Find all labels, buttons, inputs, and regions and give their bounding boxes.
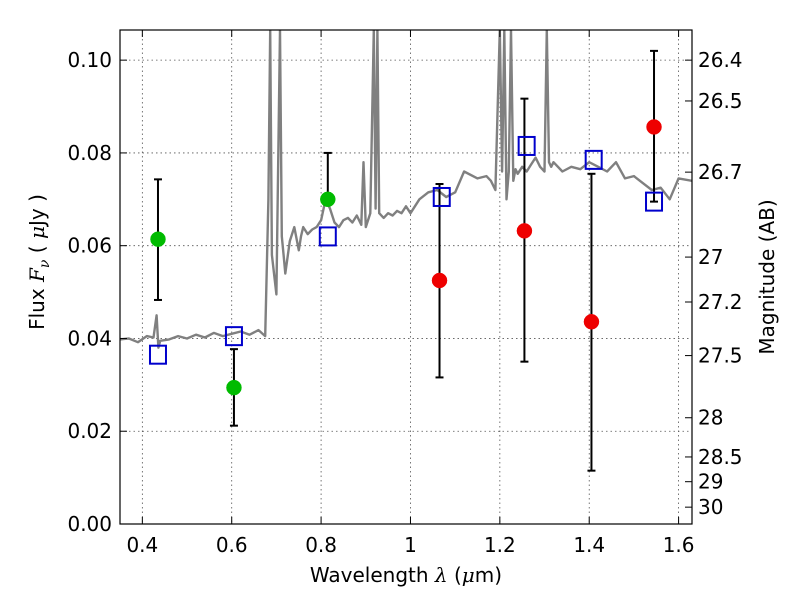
y-tick-label: 0.02 (67, 419, 112, 443)
green-point-series (150, 191, 336, 396)
model-square-point (432, 186, 451, 207)
x-tick-label: 1.2 (484, 533, 516, 557)
green-point (150, 231, 166, 247)
x-tick-label: 0.4 (126, 533, 158, 557)
mag-tick-label: 26.7 (698, 160, 743, 184)
model-square-point (318, 226, 337, 247)
mag-tick-label: 30 (698, 495, 723, 519)
y-tick-label: 0.08 (67, 141, 112, 165)
x-axis-label: Wavelength λ (μm) (310, 563, 502, 587)
mag-tick-label: 27.5 (698, 344, 743, 368)
axis-ticks: 0.4 0.6 0.8 1 1.2 1.4 1.6 0.00 0.02 0.04 0.06 0.08 0… (67, 30, 743, 557)
model-square-point (645, 191, 664, 212)
grid (120, 30, 692, 525)
red-point (646, 119, 662, 135)
mag-tick-label: 27.2 (698, 290, 743, 314)
mag-tick-label: 27 (698, 245, 723, 269)
model-square-point (517, 135, 536, 156)
x-tick-label: 1.4 (573, 533, 605, 557)
plot-frame (119, 29, 693, 525)
mag-tick-label: 29 (698, 470, 723, 494)
x-tick-label: 0.6 (216, 533, 248, 557)
model-square-point (224, 326, 243, 347)
green-point (226, 379, 242, 396)
spectrum-series (120, 30, 692, 349)
y2-axis-label: Magnitude (AB) (755, 199, 779, 354)
y-tick-label: 0.06 (67, 234, 112, 258)
spectrum-line (120, 30, 692, 349)
mag-tick-label: 28 (698, 406, 723, 430)
green-point (320, 191, 336, 208)
red-point (516, 223, 533, 239)
red-point (583, 314, 600, 330)
model-square-series (148, 135, 664, 365)
mag-tick-label: 28.5 (698, 445, 743, 469)
red-point-series (431, 119, 662, 330)
model-square-point (148, 344, 167, 365)
x-tick-label: 1 (404, 533, 417, 557)
red-point (431, 272, 448, 289)
mag-tick-label: 26.4 (698, 48, 743, 72)
y-tick-label: 0.10 (67, 48, 112, 72)
y-tick-label: 0.00 (67, 512, 112, 536)
model-square-point (584, 149, 603, 170)
errorbar-series (153, 49, 659, 472)
x-tick-label: 0.8 (305, 533, 337, 557)
mag-tick-label: 26.5 (698, 89, 743, 113)
y-axis-label: Flux Fν ( μJy ) (25, 194, 53, 330)
x-tick-label: 1.6 (663, 533, 695, 557)
y-tick-label: 0.04 (67, 326, 112, 350)
